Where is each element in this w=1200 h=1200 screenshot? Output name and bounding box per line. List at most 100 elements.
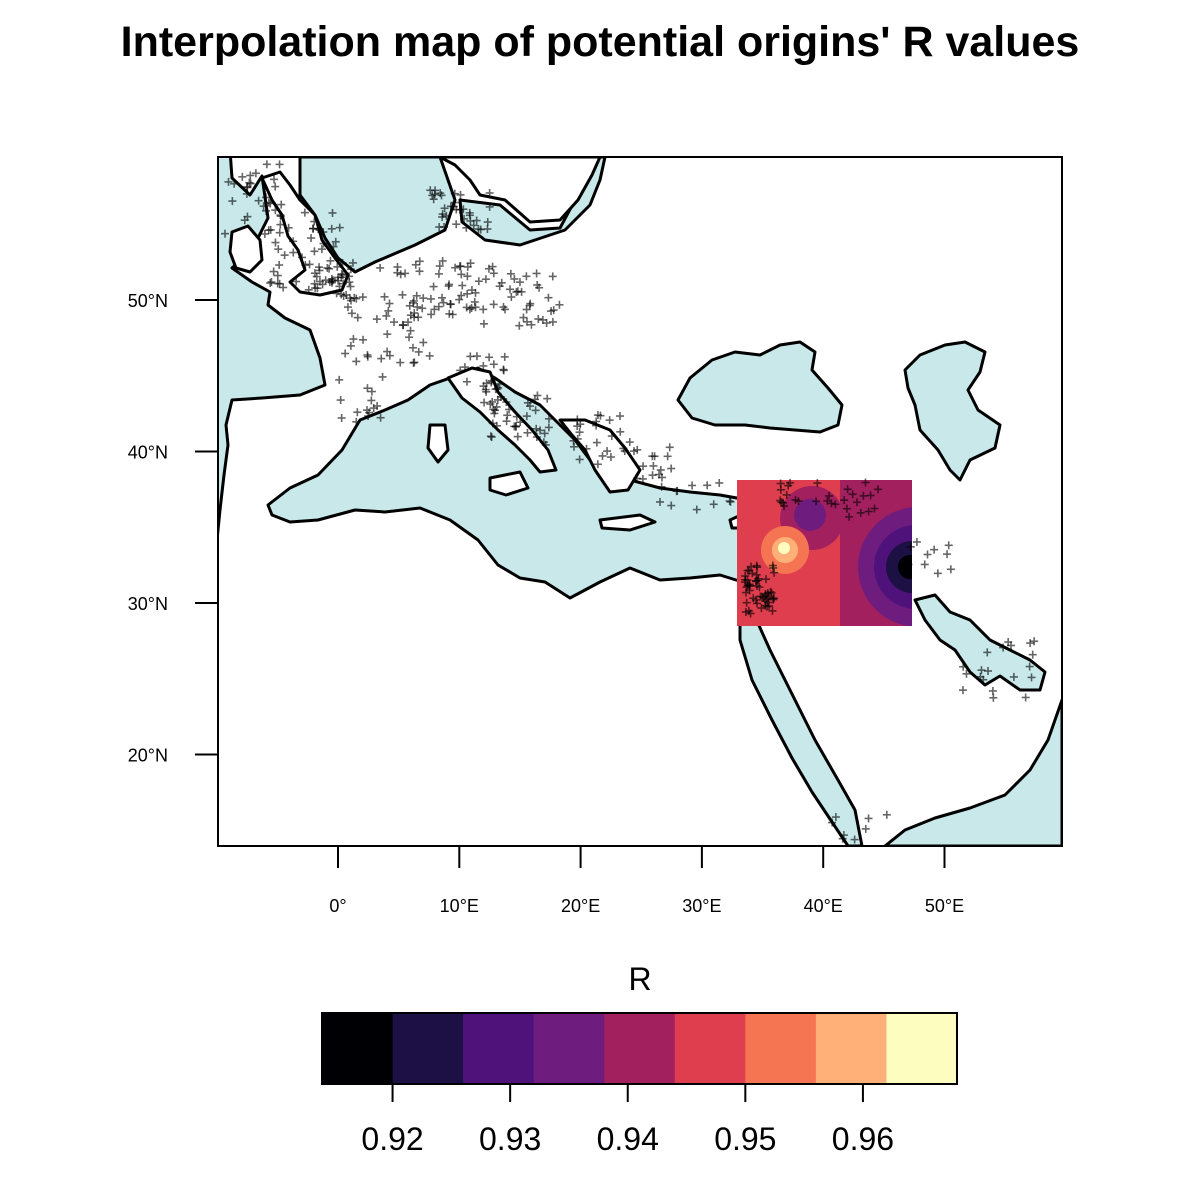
x-tick-label: 10°E <box>440 896 479 916</box>
site-marker <box>462 377 471 386</box>
site-marker <box>479 305 488 314</box>
y-tick-label: 30°N <box>128 594 168 614</box>
site-marker <box>582 444 591 453</box>
site-marker <box>259 202 268 211</box>
site-marker <box>311 284 320 293</box>
site-marker <box>976 672 985 681</box>
site-marker <box>515 321 524 330</box>
site-marker <box>812 497 821 506</box>
site-marker <box>273 271 282 280</box>
site-marker <box>408 343 417 352</box>
site-marker <box>343 303 352 312</box>
site-marker <box>763 602 772 611</box>
site-marker <box>337 413 346 422</box>
site-marker <box>744 606 753 615</box>
site-marker <box>870 504 879 513</box>
site-marker <box>709 500 718 509</box>
site-marker <box>230 179 239 188</box>
site-marker <box>319 228 328 237</box>
site-marker <box>378 372 387 381</box>
site-marker <box>490 409 499 418</box>
site-marker <box>930 545 939 554</box>
raster-max <box>778 542 790 554</box>
colorbar-bin <box>674 1013 746 1084</box>
site-marker <box>575 428 584 437</box>
site-marker <box>481 275 490 284</box>
italy <box>446 366 558 474</box>
site-marker <box>262 193 271 202</box>
site-marker <box>510 422 519 431</box>
site-marker <box>279 283 288 292</box>
site-marker <box>506 285 515 294</box>
site-marker <box>329 276 338 285</box>
site-marker <box>769 563 778 572</box>
site-marker <box>522 412 531 421</box>
site-marker <box>649 461 658 470</box>
site-marker <box>426 186 435 195</box>
site-marker <box>1028 650 1037 659</box>
site-marker <box>251 169 260 178</box>
site-marker <box>245 178 254 187</box>
colorbar-tick-label: 0.94 <box>597 1121 659 1157</box>
site-marker <box>348 258 357 267</box>
site-marker <box>289 248 298 257</box>
site-marker <box>523 428 532 437</box>
site-marker <box>748 569 757 578</box>
map-panel <box>218 157 1062 846</box>
site-marker <box>414 347 423 356</box>
north-sea <box>298 157 457 274</box>
site-marker <box>984 667 993 676</box>
site-marker <box>418 304 427 313</box>
site-marker <box>328 208 337 217</box>
site-marker <box>625 438 634 447</box>
site-marker <box>1021 693 1030 702</box>
site-marker <box>958 686 967 695</box>
site-marker <box>275 228 284 237</box>
site-marker <box>861 478 870 487</box>
site-marker <box>384 306 393 315</box>
site-marker <box>616 427 625 436</box>
site-marker <box>333 262 342 271</box>
site-marker <box>663 452 672 461</box>
site-marker <box>607 432 616 441</box>
site-marker <box>828 818 837 827</box>
site-marker <box>307 234 316 243</box>
site-marker <box>438 256 447 265</box>
site-marker <box>749 594 758 603</box>
site-marker <box>506 269 515 278</box>
site-marker <box>489 360 498 369</box>
site-marker <box>776 485 785 494</box>
site-marker <box>439 298 448 307</box>
site-marker <box>598 451 607 460</box>
site-marker <box>415 257 424 266</box>
site-marker <box>352 294 361 303</box>
great-britain <box>260 170 350 297</box>
site-marker <box>983 648 992 657</box>
site-marker <box>548 272 557 281</box>
site-marker <box>358 293 367 302</box>
colorbar-bin <box>604 1013 676 1084</box>
site-marker <box>243 212 252 221</box>
site-marker <box>513 287 522 296</box>
site-marker <box>492 421 501 430</box>
site-marker <box>405 301 414 310</box>
site-marker <box>335 223 344 232</box>
site-marker <box>989 693 998 702</box>
site-marker <box>335 375 344 384</box>
site-marker <box>495 379 504 388</box>
sicily <box>488 470 530 497</box>
site-marker <box>593 460 602 469</box>
site-marker <box>1004 638 1013 647</box>
site-marker <box>692 505 701 514</box>
site-marker <box>525 301 534 310</box>
site-marker <box>463 289 472 298</box>
site-marker <box>254 196 263 205</box>
site-marker <box>534 315 543 324</box>
site-marker <box>472 352 481 361</box>
site-marker <box>864 814 873 823</box>
site-marker <box>415 267 424 276</box>
site-marker <box>485 202 494 211</box>
colorbar-legend: R 0.92 0.93 0.94 0.95 0.96 <box>321 961 958 1157</box>
site-marker <box>762 575 771 584</box>
site-marker <box>753 599 762 608</box>
